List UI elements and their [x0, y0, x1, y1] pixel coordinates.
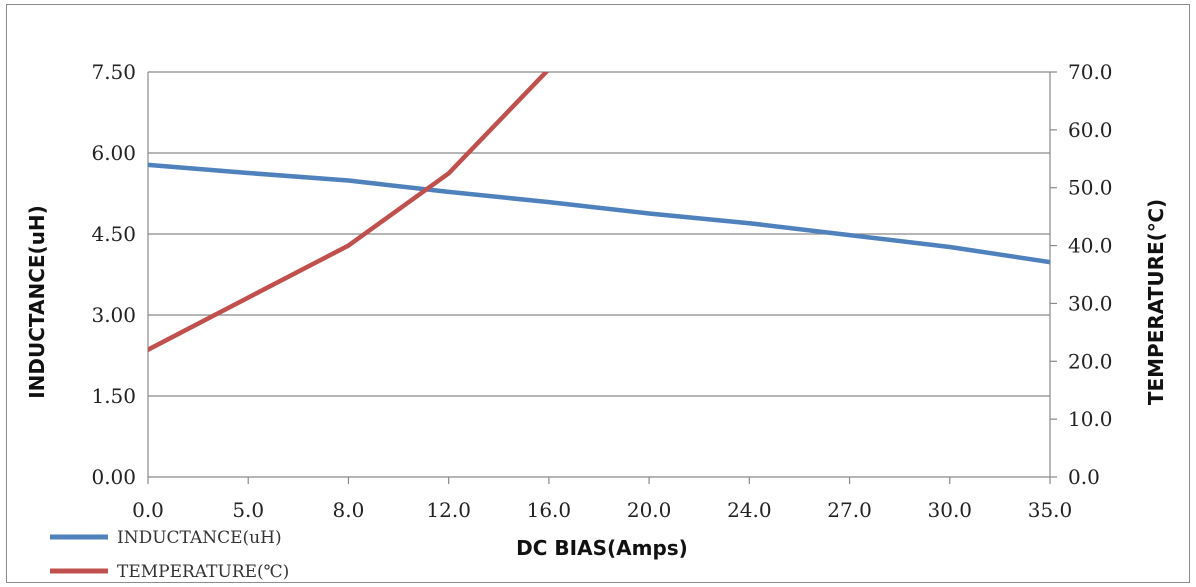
- legend-label-inductance: INDUCTANCE(uH): [117, 528, 282, 548]
- x-tick-label: 8.0: [333, 498, 365, 522]
- legend: INDUCTANCE(uH) TEMPERATURE(℃): [50, 528, 289, 582]
- series-line-inductance: [148, 162, 1050, 265]
- series-line-temperature: [148, 72, 550, 352]
- series-lines: [148, 72, 1050, 352]
- y-right-tick-label: 50.0: [1068, 176, 1113, 200]
- axes: [147, 71, 1057, 484]
- x-tick-label: 20.0: [627, 498, 672, 522]
- x-tick-label: 27.0: [827, 498, 872, 522]
- y-left-tick-label: 6.00: [91, 141, 136, 165]
- y-left-tick-label: 4.50: [91, 222, 136, 246]
- x-tick-label: 24.0: [727, 498, 772, 522]
- y-right-axis-title: TEMPERATURE(℃): [1144, 199, 1168, 405]
- chart-frame: [6, 4, 1190, 583]
- y-right-tick-label: 10.0: [1068, 407, 1113, 431]
- x-tick-label: 16.0: [527, 498, 572, 522]
- gridlines: [148, 71, 1050, 397]
- x-tick-label: 0.0: [132, 498, 164, 522]
- x-tick-label: 30.0: [928, 498, 973, 522]
- y-left-axis-title: INDUCTANCE(uH): [25, 205, 49, 399]
- tick-labels: 0.00 1.50 3.00 4.50 6.00 7.50 0.0 10.0 20.0 30.0 4…: [91, 60, 1112, 522]
- y-right-tick-label: 20.0: [1068, 349, 1113, 373]
- y-left-tick-label: 7.50: [91, 60, 136, 84]
- y-right-tick-label: 0.0: [1068, 465, 1100, 489]
- y-right-tick-label: 40.0: [1068, 234, 1113, 258]
- y-left-tick-label: 0.00: [91, 465, 136, 489]
- y-right-tick-label: 70.0: [1068, 60, 1113, 84]
- y-left-tick-label: 1.50: [91, 384, 136, 408]
- legend-label-temperature: TEMPERATURE(℃): [117, 562, 289, 582]
- x-tick-label: 5.0: [232, 498, 264, 522]
- y-right-tick-label: 60.0: [1068, 118, 1113, 142]
- x-tick-label: 12.0: [426, 498, 471, 522]
- y-right-tick-label: 30.0: [1068, 291, 1113, 315]
- y-left-tick-label: 3.00: [91, 303, 136, 327]
- x-axis-title: DC BIAS(Amps): [516, 536, 688, 560]
- x-tick-label: 35.0: [1028, 498, 1073, 522]
